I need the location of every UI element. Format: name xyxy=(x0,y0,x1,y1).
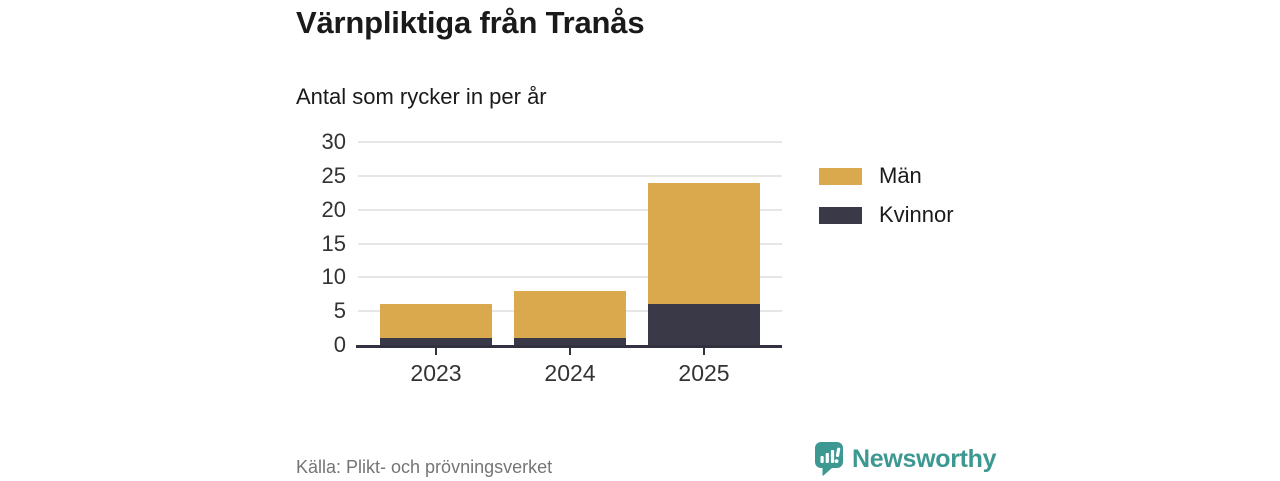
legend-swatch xyxy=(819,167,862,185)
gridline-y-10 xyxy=(358,276,782,279)
bar-segment-kvinnor-2024 xyxy=(514,338,626,345)
plot-area: 0 5 10 15 20 25 30 2023 2024 2025 xyxy=(322,131,782,386)
newsworthy-wordmark: Newsworthy xyxy=(852,444,997,473)
x-axis-label: 2023 xyxy=(410,360,462,386)
source-note: Källa: Plikt- och prövningsverket xyxy=(296,457,553,477)
x-axis-tick xyxy=(435,348,437,355)
x-axis-label: 2025 xyxy=(678,360,730,386)
bar-segment-män-2023 xyxy=(380,304,492,339)
gridline-y-25 xyxy=(358,174,782,177)
x-axis-tick xyxy=(569,348,571,355)
bar-segment-kvinnor-2025 xyxy=(648,304,760,345)
gridline-y-30 xyxy=(358,141,782,143)
x-axis-tick xyxy=(703,348,705,355)
gridline-y-15 xyxy=(358,242,782,245)
y-axis-label: 25 xyxy=(321,162,346,188)
bar-segment-män-2024 xyxy=(514,290,626,339)
x-axis-line xyxy=(356,345,782,348)
y-axis-label: 5 xyxy=(333,298,346,324)
y-axis-label: 0 xyxy=(333,332,346,357)
y-axis-label: 15 xyxy=(321,230,346,256)
gridline-y-20 xyxy=(358,208,782,211)
y-axis-label: 30 xyxy=(321,129,346,154)
legend-label: Kvinnor xyxy=(879,202,954,227)
legend-item-män: Män xyxy=(819,163,954,189)
legend-swatch xyxy=(819,206,862,224)
legend-label: Män xyxy=(879,163,922,188)
legend: Män Kvinnor xyxy=(819,163,954,228)
bar-segment-kvinnor-2023 xyxy=(380,338,492,345)
chart-subtitle: Antal som rycker in per år xyxy=(296,84,547,109)
y-axis-label: 20 xyxy=(321,196,346,222)
bar-segment-män-2025 xyxy=(648,182,760,305)
chart-title: Värnpliktiga från Tranås xyxy=(296,5,645,40)
newsworthy-bubble-chart-icon xyxy=(815,442,843,476)
newsworthy-logo[interactable]: Newsworthy xyxy=(815,442,997,476)
y-axis-label: 10 xyxy=(321,264,346,290)
legend-item-kvinnor: Kvinnor xyxy=(819,202,954,228)
x-axis-label: 2024 xyxy=(544,360,596,386)
